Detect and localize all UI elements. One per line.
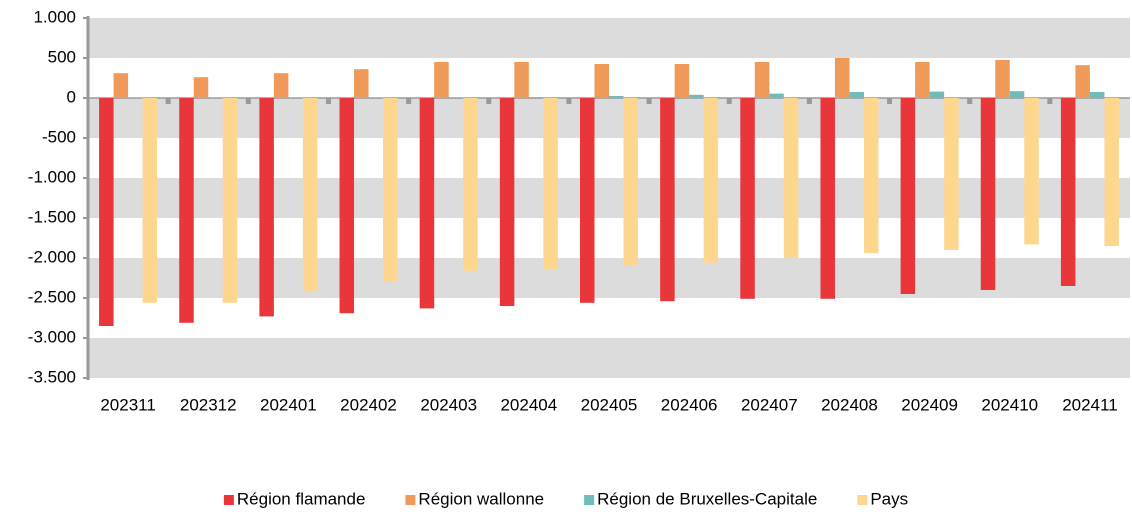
bar bbox=[419, 98, 435, 309]
bar bbox=[609, 96, 624, 98]
y-tick-label: 1.000 bbox=[33, 7, 76, 26]
bar bbox=[434, 62, 449, 98]
legend-label: Région wallonne bbox=[418, 489, 544, 508]
y-tick-label: -1.500 bbox=[28, 207, 76, 226]
legend-label: Pays bbox=[870, 489, 908, 508]
bar bbox=[769, 93, 784, 98]
x-tick-label: 202403 bbox=[420, 395, 477, 414]
bar bbox=[543, 98, 558, 270]
legend-label: Région de Bruxelles-Capitale bbox=[597, 489, 817, 508]
grid-band bbox=[88, 258, 1130, 298]
bar bbox=[980, 98, 996, 290]
bar bbox=[383, 98, 398, 282]
bar bbox=[273, 73, 289, 98]
x-tick-label: 202405 bbox=[581, 395, 638, 414]
bar bbox=[302, 98, 318, 291]
legend-swatch bbox=[857, 495, 868, 505]
bar bbox=[783, 98, 799, 258]
bar bbox=[689, 94, 704, 98]
grid-band bbox=[88, 98, 1130, 138]
bar bbox=[660, 98, 675, 302]
bar bbox=[142, 98, 158, 303]
bar bbox=[929, 91, 945, 98]
bar bbox=[863, 98, 879, 254]
bar bbox=[259, 98, 274, 317]
y-tick-label: -1.000 bbox=[28, 167, 76, 186]
bar bbox=[528, 97, 544, 98]
y-tick-label: -3.500 bbox=[28, 367, 76, 386]
bar bbox=[222, 98, 238, 303]
x-tick-label: 202312 bbox=[180, 395, 237, 414]
y-tick-label: -3.000 bbox=[28, 327, 76, 346]
x-tick-label: 202411 bbox=[1062, 395, 1117, 414]
x-tick-label: 202404 bbox=[500, 395, 557, 414]
bar bbox=[1104, 98, 1119, 246]
y-tick-label: -2.500 bbox=[28, 287, 76, 306]
bar bbox=[754, 62, 770, 98]
legend-label: Région flamande bbox=[237, 489, 366, 508]
bar bbox=[703, 98, 719, 263]
bar bbox=[1024, 98, 1039, 245]
bar bbox=[740, 98, 755, 299]
x-tick-label: 202410 bbox=[981, 395, 1038, 414]
bar bbox=[915, 62, 930, 98]
x-tick-label: 202406 bbox=[661, 395, 718, 414]
grid-band bbox=[88, 18, 1130, 58]
y-tick-label: -500 bbox=[42, 127, 76, 146]
x-tick-label: 202408 bbox=[821, 395, 878, 414]
x-tick-label: 202409 bbox=[901, 395, 958, 414]
y-tick-label: 500 bbox=[48, 47, 76, 66]
bar bbox=[1060, 98, 1076, 286]
bar bbox=[99, 98, 114, 326]
bar bbox=[193, 77, 209, 98]
bar bbox=[580, 98, 595, 303]
bar bbox=[1009, 91, 1025, 98]
x-tick-label: 202401 bbox=[260, 395, 317, 414]
x-tick-label: 202402 bbox=[340, 395, 397, 414]
bar bbox=[623, 98, 638, 266]
bar bbox=[995, 60, 1010, 98]
bar bbox=[113, 73, 129, 98]
bar bbox=[514, 62, 529, 98]
bar bbox=[944, 98, 959, 250]
bar bbox=[674, 64, 690, 98]
legend-swatch bbox=[223, 495, 234, 505]
bar bbox=[594, 64, 609, 98]
bar bbox=[849, 92, 864, 98]
x-tick-label: 202311 bbox=[100, 395, 155, 414]
legend-swatch bbox=[405, 495, 416, 505]
grid-band bbox=[88, 338, 1130, 378]
bar bbox=[1075, 65, 1090, 98]
bar bbox=[499, 98, 515, 306]
bar bbox=[179, 98, 194, 323]
bar bbox=[1089, 92, 1105, 98]
x-tick-label: 202407 bbox=[741, 395, 798, 414]
bar bbox=[354, 69, 369, 98]
bar bbox=[834, 58, 850, 98]
bar bbox=[463, 98, 478, 271]
y-tick-label: 0 bbox=[67, 87, 76, 106]
bar bbox=[820, 98, 835, 299]
bar bbox=[339, 98, 355, 314]
legend-swatch bbox=[584, 495, 595, 505]
bar bbox=[900, 98, 916, 294]
y-tick-label: -2.000 bbox=[28, 247, 76, 266]
grid-band bbox=[88, 178, 1130, 218]
